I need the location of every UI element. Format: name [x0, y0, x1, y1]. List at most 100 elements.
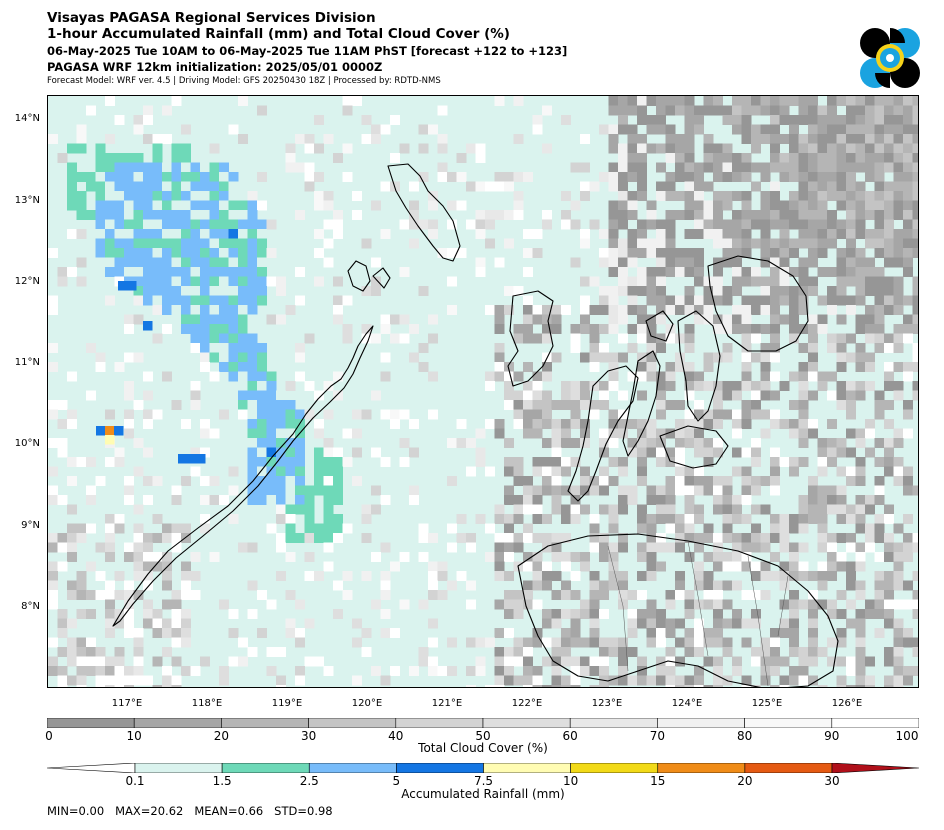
lon-label: 122°E: [511, 698, 543, 709]
grid-cell: [713, 162, 723, 173]
grid-cell: [380, 457, 391, 467]
grid-cell: [523, 428, 533, 439]
grid-cell: [618, 210, 628, 220]
grid-cell: [86, 210, 96, 220]
grid-cell: [741, 238, 752, 249]
grid-cell: [865, 267, 875, 277]
grid-cell: [760, 656, 771, 667]
grid-cell: [190, 267, 201, 277]
grid-cell: [893, 305, 904, 315]
grid-cell: [124, 162, 134, 173]
grid-cell: [475, 514, 486, 524]
grid-cell: [817, 295, 828, 306]
grid-cell: [209, 333, 220, 344]
grid-cell: [637, 666, 647, 676]
grid-cell: [789, 419, 799, 429]
grid-cell: [903, 637, 913, 648]
grid-cell: [874, 305, 885, 315]
grid-cell: [266, 371, 277, 382]
grid-cell: [912, 362, 918, 372]
grid-cell: [171, 153, 182, 163]
grid-cell: [732, 238, 742, 249]
grid-cell: [637, 286, 647, 296]
grid-cell: [219, 191, 229, 201]
grid-cell: [200, 352, 210, 363]
grid-cell: [713, 476, 723, 486]
grid-cell: [513, 400, 524, 410]
grid-cell: [646, 324, 657, 334]
grid-cell: [817, 485, 828, 496]
grid-cell: [770, 390, 780, 401]
grid-cell: [751, 305, 761, 315]
grid-cell: [903, 466, 913, 477]
grid-cell: [884, 647, 894, 657]
grid-cell: [247, 267, 258, 277]
grid-cell: [656, 390, 666, 401]
grid-cell: [732, 324, 742, 334]
grid-cell: [523, 675, 533, 686]
grid-cell: [361, 333, 372, 344]
grid-cell: [855, 324, 866, 334]
grid-cell: [48, 485, 58, 496]
grid-cell: [884, 447, 894, 458]
grid-cell: [751, 333, 761, 344]
grid-cell: [171, 267, 182, 277]
grid-cell: [789, 647, 799, 657]
grid-cell: [789, 400, 799, 410]
grid-cell: [247, 210, 258, 220]
grid-cell: [485, 305, 495, 315]
cloud-cover-tick: 60: [562, 729, 578, 743]
grid-cell: [494, 504, 505, 515]
grid-cell: [618, 352, 628, 363]
grid-cell: [665, 476, 676, 486]
grid-cell: [808, 200, 818, 211]
grid-cell: [884, 457, 894, 467]
grid-cell: [266, 457, 277, 467]
grid-cell: [684, 162, 695, 173]
grid-cell: [646, 96, 657, 106]
grid-cell: [760, 428, 771, 439]
grid-cell: [589, 618, 600, 629]
grid-cell: [798, 656, 809, 667]
grid-cell: [808, 647, 818, 657]
grid-cell: [798, 134, 809, 144]
grid-cell: [551, 609, 562, 619]
grid-cell: [143, 295, 153, 306]
grid-cell: [418, 124, 429, 135]
grid-cell: [808, 352, 818, 363]
grid-cell: [532, 485, 543, 496]
grid-cell: [646, 533, 657, 543]
grid-cell: [95, 191, 106, 201]
grid-cell: [656, 666, 666, 676]
grid-cell: [580, 637, 590, 648]
grid-cell: [190, 400, 201, 410]
grid-cell: [380, 371, 391, 382]
grid-cell: [485, 219, 495, 230]
grid-cell: [599, 552, 609, 562]
grid-cell: [532, 637, 543, 648]
grid-cell: [751, 105, 761, 116]
grid-cell: [874, 143, 885, 154]
grid-cell: [637, 447, 647, 458]
grid-cell: [855, 618, 866, 629]
grid-cell: [627, 96, 638, 106]
grid-cell: [751, 390, 761, 401]
grid-cell: [105, 162, 115, 173]
grid-cell: [228, 181, 239, 192]
grid-cell: [238, 409, 248, 420]
grid-cell: [295, 495, 305, 505]
grid-cell: [133, 153, 144, 163]
grid-cell: [200, 200, 210, 211]
grid-cell: [95, 257, 106, 268]
grid-cell: [865, 200, 875, 211]
grid-cell: [532, 599, 543, 610]
grid-cell: [447, 172, 457, 182]
grid-cell: [884, 609, 894, 619]
grid-cell: [865, 428, 875, 439]
grid-cell: [912, 647, 918, 657]
grid-cell: [323, 191, 334, 201]
grid-cell: [475, 210, 486, 220]
grid-cell: [162, 628, 172, 638]
grid-cell: [836, 656, 847, 667]
grid-cell: [580, 485, 590, 496]
